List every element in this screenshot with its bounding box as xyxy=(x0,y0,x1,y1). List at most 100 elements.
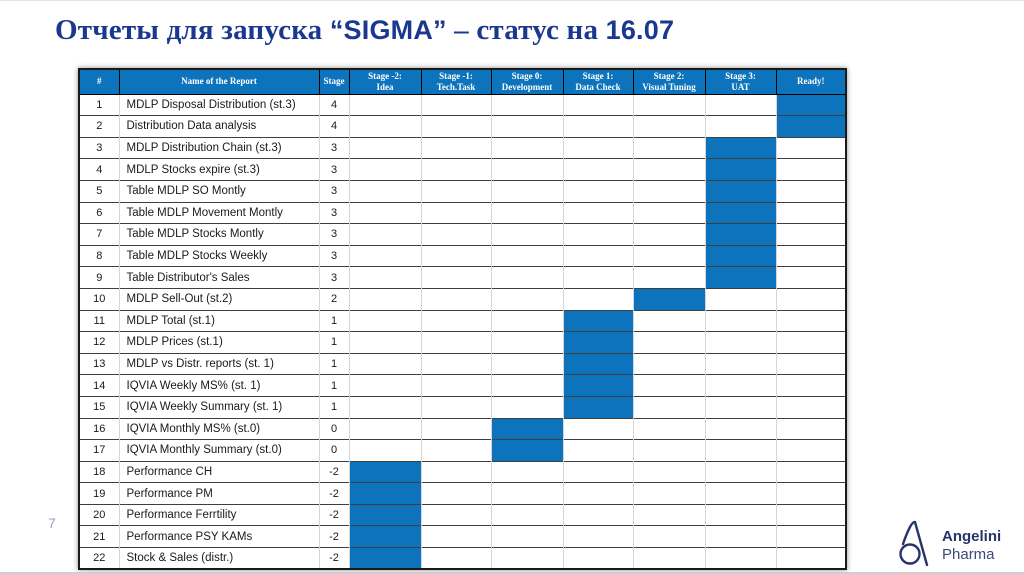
stage-cell xyxy=(563,503,634,526)
stage-cell xyxy=(633,201,706,224)
report-number: 5 xyxy=(79,179,120,203)
report-stage-value: 3 xyxy=(319,179,350,203)
stage-cell xyxy=(705,439,777,462)
report-name: MDLP Sell-Out (st.2) xyxy=(119,287,320,311)
stage-cell xyxy=(776,201,847,224)
stage-cell xyxy=(563,482,634,505)
report-row: 9 Table Distributor's Sales 3 xyxy=(79,266,847,289)
report-name: IQVIA Weekly Summary (st. 1) xyxy=(119,395,320,418)
stage-cell xyxy=(633,244,706,267)
column-header-stage: Stage xyxy=(318,68,350,95)
stage-cell xyxy=(349,395,422,418)
report-number: 9 xyxy=(79,266,120,289)
stage-cell xyxy=(776,136,847,159)
stage-cell xyxy=(421,244,492,267)
stage-cell xyxy=(349,287,422,311)
stage-cell xyxy=(633,525,706,548)
stage-cell-highlighted xyxy=(705,244,777,267)
stage-cell xyxy=(421,547,492,570)
stage-cell xyxy=(349,309,422,332)
column-header-num: # xyxy=(78,68,120,95)
stage-cell xyxy=(776,179,847,203)
stage-cell xyxy=(491,331,564,354)
stage-cell xyxy=(705,93,777,116)
report-name: Performance PSY KAMs xyxy=(119,525,320,548)
stage-cell-highlighted xyxy=(633,287,706,311)
stage-cell xyxy=(491,460,564,483)
stage-cell xyxy=(491,266,564,289)
stage-cell xyxy=(349,331,422,354)
stage-cell xyxy=(349,439,422,462)
report-number: 13 xyxy=(79,352,120,375)
stage-cell xyxy=(491,352,564,375)
stage-cell-highlighted xyxy=(349,503,422,526)
stage-cell xyxy=(705,115,777,138)
stage-cell-highlighted xyxy=(491,439,564,462)
stage-cell xyxy=(776,395,847,418)
stage-cell xyxy=(421,331,492,354)
report-stage-value: 4 xyxy=(319,93,350,116)
stage-cell-highlighted xyxy=(705,179,777,203)
report-row: 22 Stock & Sales (distr.) -2 xyxy=(79,547,847,570)
report-stage-value: 1 xyxy=(319,309,350,332)
report-number: 18 xyxy=(79,460,120,483)
report-row: 10 MDLP Sell-Out (st.2) 2 xyxy=(79,287,847,311)
stage-cell xyxy=(776,525,847,548)
slide-title: Отчеты для запуска “SIGMA” – статус на 1… xyxy=(55,14,985,47)
stage-cell xyxy=(633,460,706,483)
report-stage-value: -2 xyxy=(319,460,350,483)
stage-cell xyxy=(421,287,492,311)
report-number: 20 xyxy=(79,503,120,526)
report-stage-value: 1 xyxy=(319,395,350,418)
report-number: 1 xyxy=(79,93,120,116)
stage-cell-highlighted xyxy=(776,93,847,116)
report-number: 7 xyxy=(79,223,120,246)
stage-cell xyxy=(776,266,847,289)
report-row: 21 Performance PSY KAMs -2 xyxy=(79,525,847,548)
report-status-table-wrap: # Name of the Report Stage Stage -2: Idea Sta… xyxy=(78,68,847,571)
stage-cell xyxy=(349,115,422,138)
stage-cell xyxy=(705,287,777,311)
stage-cell xyxy=(633,158,706,181)
report-stage-value: 3 xyxy=(319,158,350,181)
column-header-stage_m2: Stage -2: Idea xyxy=(348,68,422,95)
stage-cell xyxy=(633,223,706,246)
stage-cell-highlighted xyxy=(705,201,777,224)
stage-cell xyxy=(776,460,847,483)
stage-cell xyxy=(633,115,706,138)
report-name: IQVIA Weekly MS% (st. 1) xyxy=(119,374,320,397)
report-name: Stock & Sales (distr.) xyxy=(119,547,320,570)
stage-cell xyxy=(633,93,706,116)
stage-cell xyxy=(491,201,564,224)
stage-cell xyxy=(491,244,564,267)
stage-cell xyxy=(776,158,847,181)
stage-cell xyxy=(349,136,422,159)
stage-cell xyxy=(421,374,492,397)
stage-cell-highlighted xyxy=(705,136,777,159)
report-stage-value: 3 xyxy=(319,266,350,289)
stage-cell xyxy=(421,93,492,116)
report-stage-value: 1 xyxy=(319,374,350,397)
stage-cell-highlighted xyxy=(349,482,422,505)
stage-cell xyxy=(776,439,847,462)
stage-cell xyxy=(421,115,492,138)
report-number: 19 xyxy=(79,482,120,505)
report-stage-value: -2 xyxy=(319,525,350,548)
report-name: Performance Ferrtility xyxy=(119,503,320,526)
report-number: 10 xyxy=(79,287,120,311)
stage-cell xyxy=(633,417,706,440)
angelini-logo-icon xyxy=(898,519,934,572)
stage-cell xyxy=(563,201,634,224)
stage-cell xyxy=(705,309,777,332)
report-row: 13 MDLP vs Distr. reports (st. 1) 1 xyxy=(79,352,847,375)
report-row: 2 Distribution Data analysis 4 xyxy=(79,115,847,138)
report-row: 18 Performance CH -2 xyxy=(79,460,847,483)
stage-cell xyxy=(491,136,564,159)
report-row: 6 Table MDLP Movement Montly 3 xyxy=(79,201,847,224)
stage-cell xyxy=(563,439,634,462)
report-name: Performance CH xyxy=(119,460,320,483)
stage-cell xyxy=(776,244,847,267)
stage-cell-highlighted xyxy=(491,417,564,440)
stage-cell xyxy=(776,374,847,397)
logo-division-text: Pharma xyxy=(942,545,995,563)
